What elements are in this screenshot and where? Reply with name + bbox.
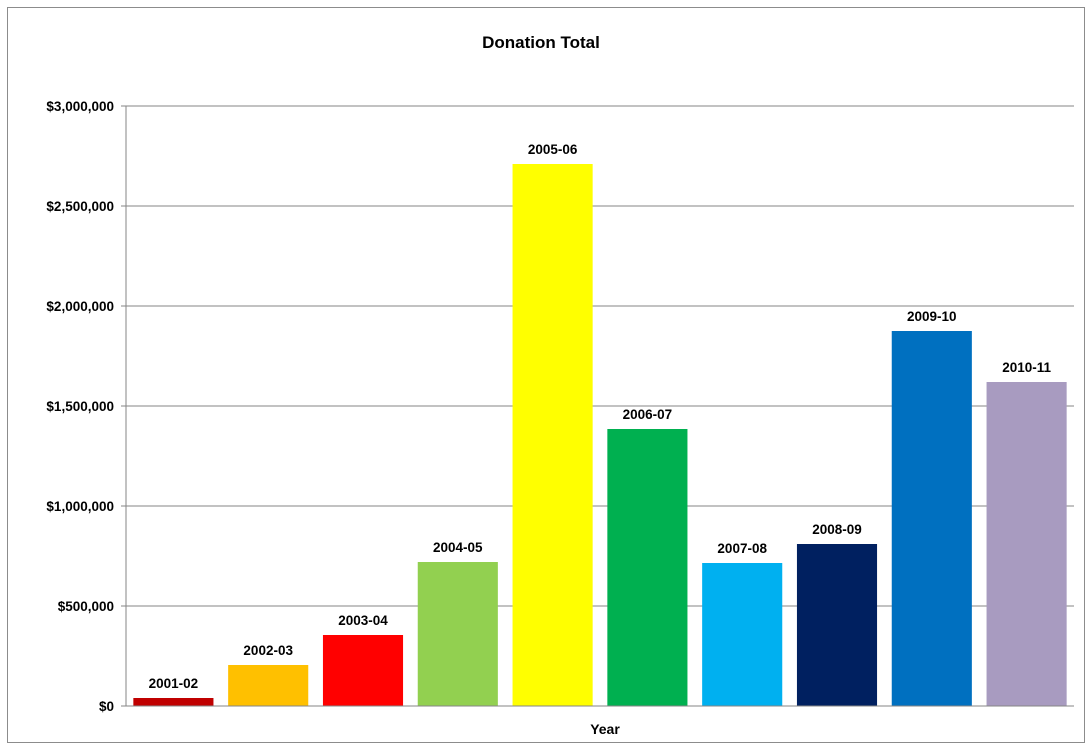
y-tick-label: $1,000,000: [46, 499, 114, 514]
y-tick-label: $0: [99, 699, 114, 714]
bar-2004-05: [417, 562, 498, 706]
data-label-2010-11: 2010-11: [1002, 360, 1051, 375]
y-tick-label: $500,000: [58, 599, 114, 614]
bar-2002-03: [228, 665, 309, 706]
bar-2006-07: [607, 429, 688, 706]
y-tick-label: $1,500,000: [46, 399, 114, 414]
data-label-2004-05: 2004-05: [433, 540, 483, 555]
chart-title: Donation Total: [482, 33, 600, 52]
data-labels: 2001-02 2002-03 2003-04 2004-05 2005-06 2006-…: [149, 142, 1052, 691]
y-tick-label: $3,000,000: [46, 99, 114, 114]
y-tick-label: $2,500,000: [46, 199, 114, 214]
data-label-2001-02: 2001-02: [149, 676, 199, 691]
data-label-2005-06: 2005-06: [528, 142, 578, 157]
data-label-2006-07: 2006-07: [623, 407, 673, 422]
bar-chart: Donation Total $0 $500,000 $1,000,000 $1,50…: [46, 33, 1074, 737]
bar-2009-10: [891, 331, 972, 706]
x-axis-title: Year: [590, 721, 620, 737]
data-label-2009-10: 2009-10: [907, 309, 957, 324]
data-label-2003-04: 2003-04: [338, 613, 388, 628]
bar-2007-08: [702, 563, 783, 706]
data-label-2002-03: 2002-03: [243, 643, 293, 658]
bar-2010-11: [986, 382, 1067, 706]
chart-frame: Donation Total $0 $500,000 $1,000,000 $1,50…: [7, 7, 1085, 743]
data-label-2007-08: 2007-08: [717, 541, 767, 556]
y-axis-ticks: $0 $500,000 $1,000,000 $1,500,000 $2,000,000…: [46, 99, 126, 714]
y-tick-label: $2,000,000: [46, 299, 114, 314]
bar-2001-02: [133, 698, 214, 706]
bar-2003-04: [322, 635, 404, 706]
bar-2005-06: [512, 164, 593, 706]
data-label-2008-09: 2008-09: [812, 522, 862, 537]
bar-2008-09: [796, 544, 878, 706]
bars: [133, 164, 1067, 706]
